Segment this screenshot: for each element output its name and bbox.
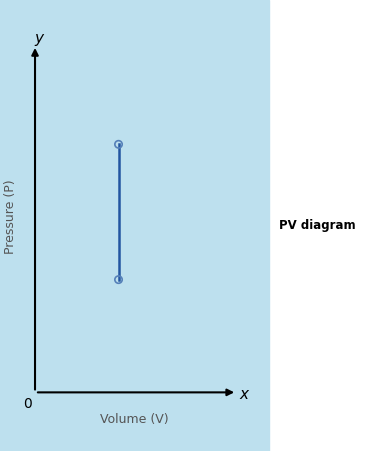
Text: 0: 0 <box>23 396 32 411</box>
Text: Pressure (P): Pressure (P) <box>4 179 17 254</box>
Text: y: y <box>35 31 44 46</box>
Text: PV diagram: PV diagram <box>279 219 355 232</box>
Text: x: x <box>239 387 248 402</box>
Text: Volume (V): Volume (V) <box>100 413 169 426</box>
Point <box>115 276 121 283</box>
Point <box>115 141 121 148</box>
